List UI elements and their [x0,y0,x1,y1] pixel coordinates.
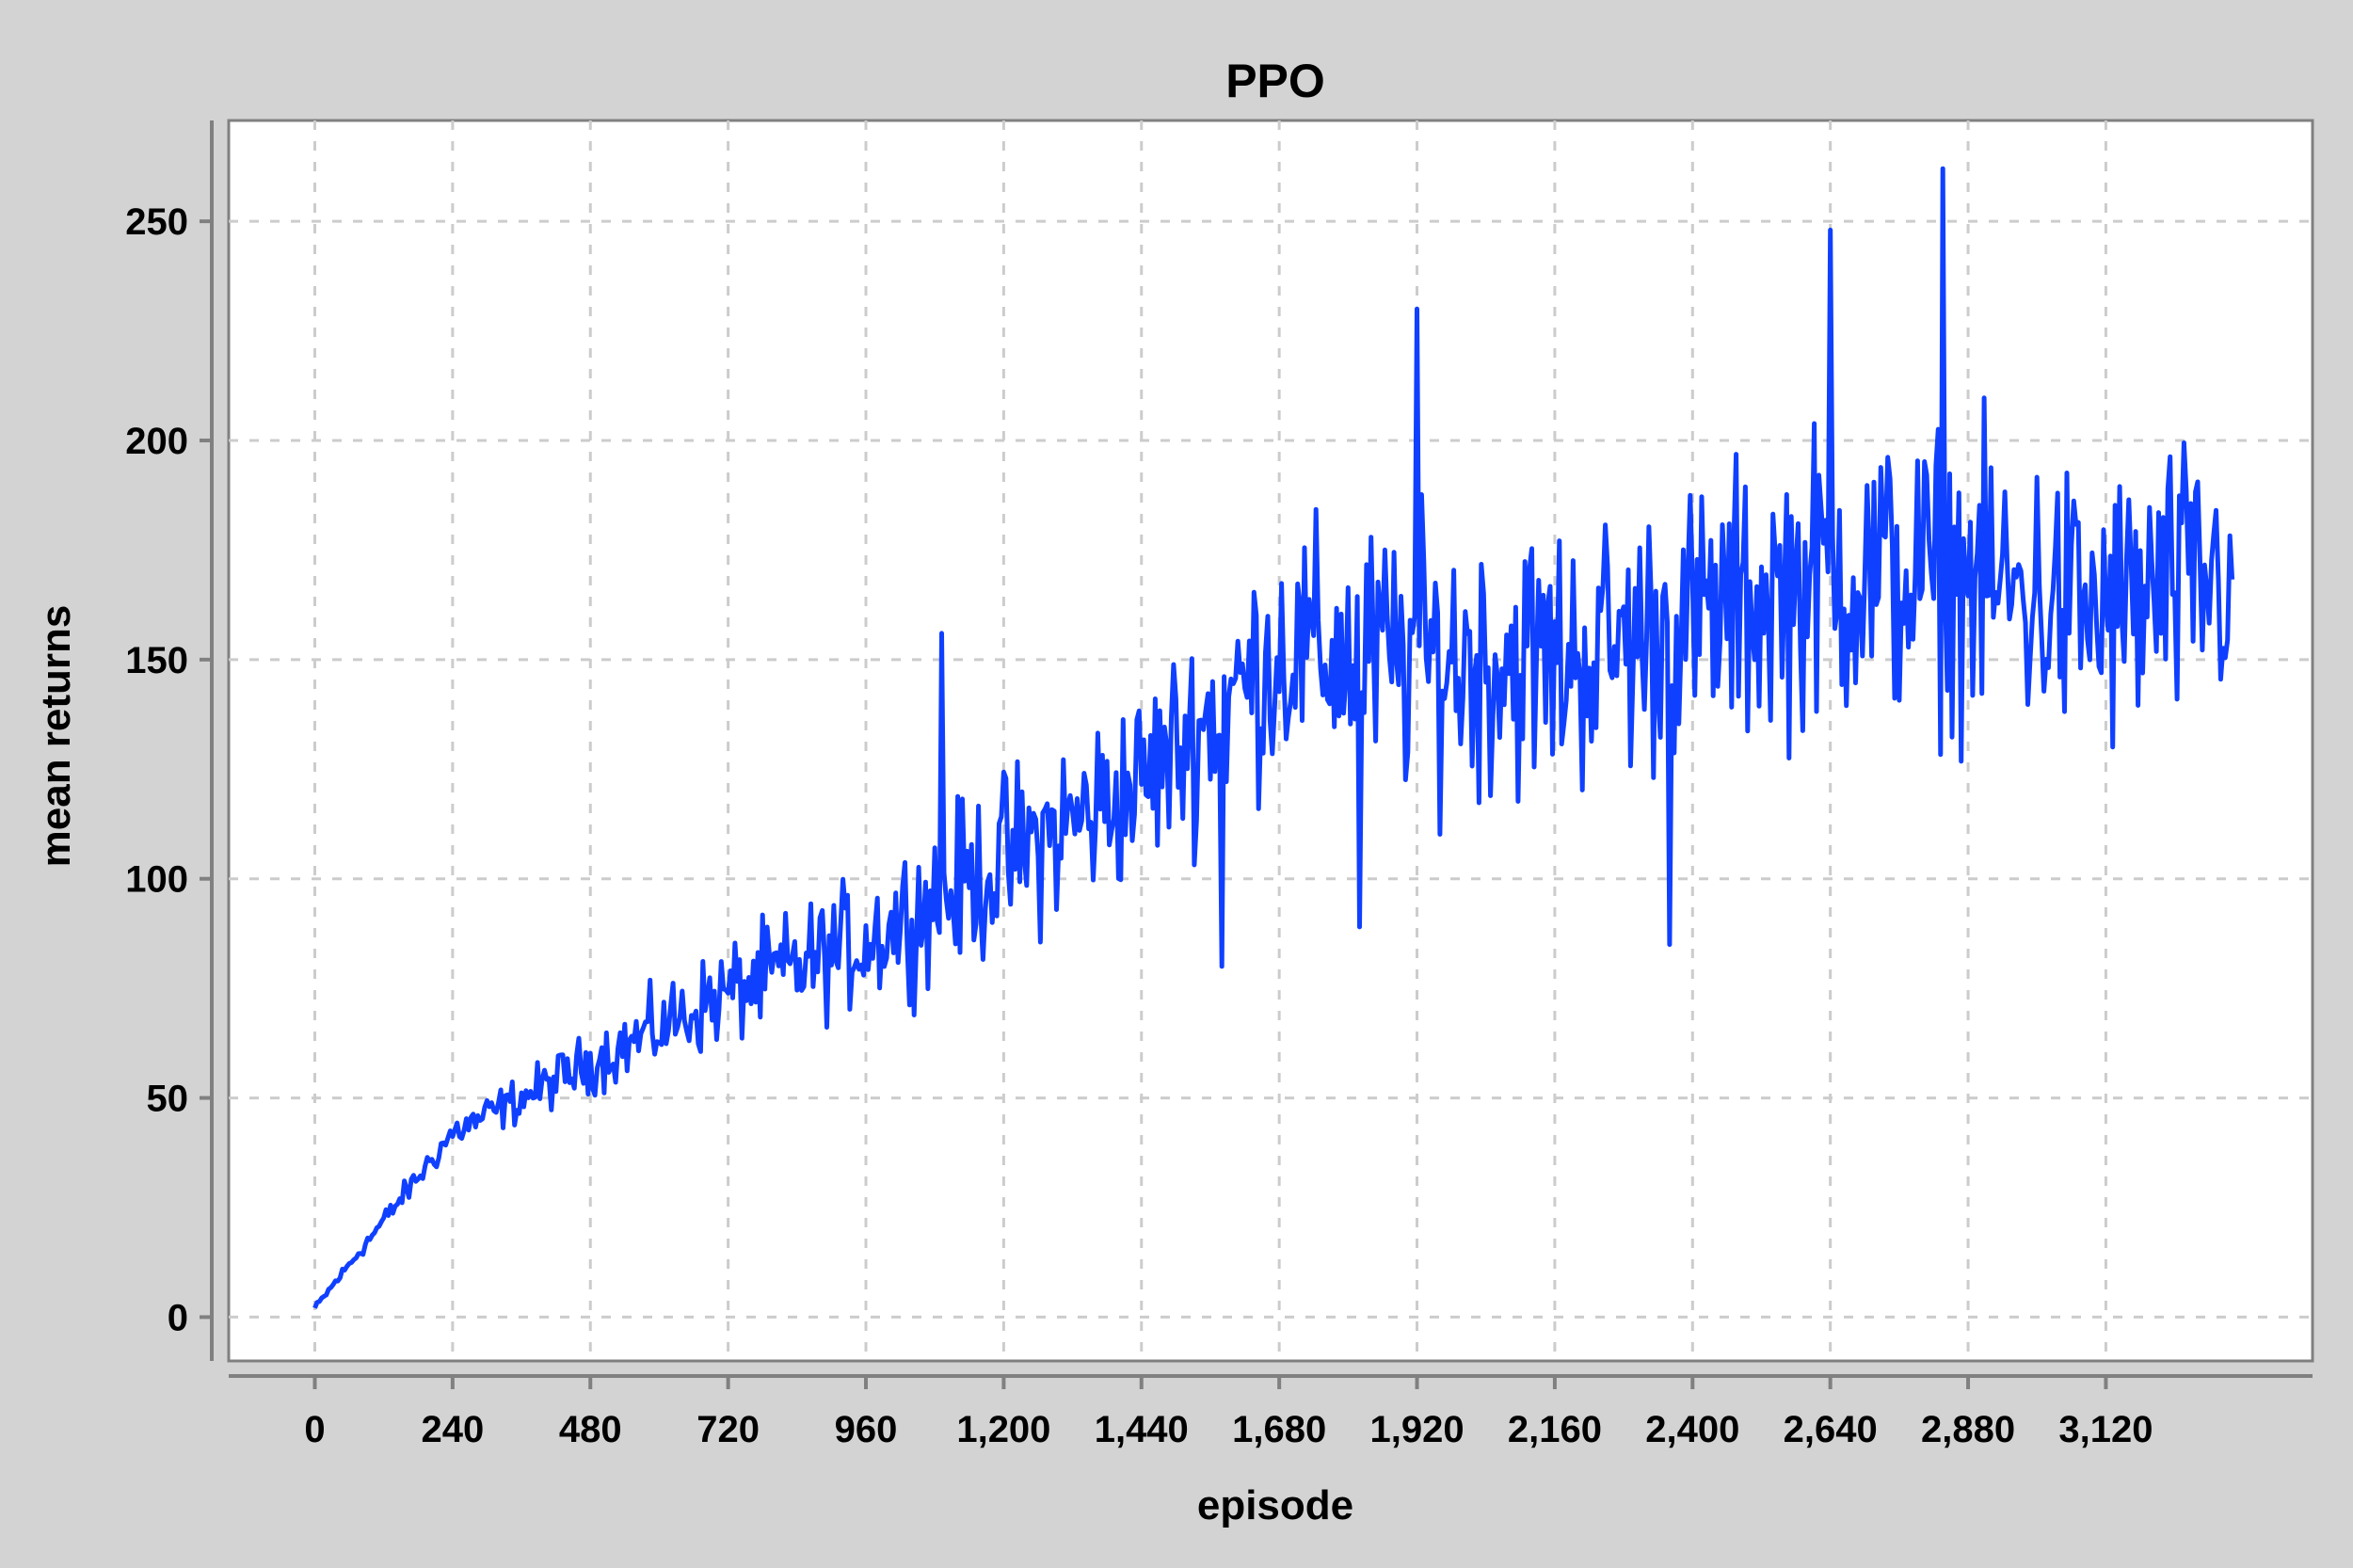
y-tick-label: 100 [125,859,188,901]
y-axis-label: mean returns [33,605,79,868]
x-tick-label: 1,440 [1095,1409,1189,1450]
x-tick-label: 1,680 [1232,1409,1326,1450]
series-line [312,166,2235,1309]
x-axis: 0 240 480 720 960 1,200 1,440 1,680 1,920 2,160 2,… [304,1376,2153,1450]
y-axis: 0 50 100 150 200 250 [125,201,212,1338]
chart-title: PPO [1225,55,1325,107]
x-tick-label: 480 [559,1409,622,1450]
x-tick-label: 0 [304,1409,325,1450]
y-tick-label: 150 [125,640,188,681]
x-tick-label: 2,880 [1921,1409,2015,1450]
y-tick-label: 200 [125,421,188,462]
x-tick-label: 960 [835,1409,898,1450]
x-tick-label: 3,120 [2058,1409,2153,1450]
y-tick-label: 0 [168,1297,188,1338]
series-layer [312,166,2235,1309]
x-tick-label: 240 [421,1409,484,1450]
x-tick-label: 1,920 [1369,1409,1464,1450]
x-tick-label: 720 [696,1409,760,1450]
x-tick-label: 2,640 [1784,1409,1878,1450]
x-axis-label: episode [1197,1482,1353,1528]
y-tick-label: 50 [147,1079,189,1120]
y-tick-label: 250 [125,201,188,243]
x-tick-label: 2,160 [1508,1409,1602,1450]
x-tick-label: 2,400 [1645,1409,1739,1450]
x-tick-label: 1,200 [956,1409,1050,1450]
